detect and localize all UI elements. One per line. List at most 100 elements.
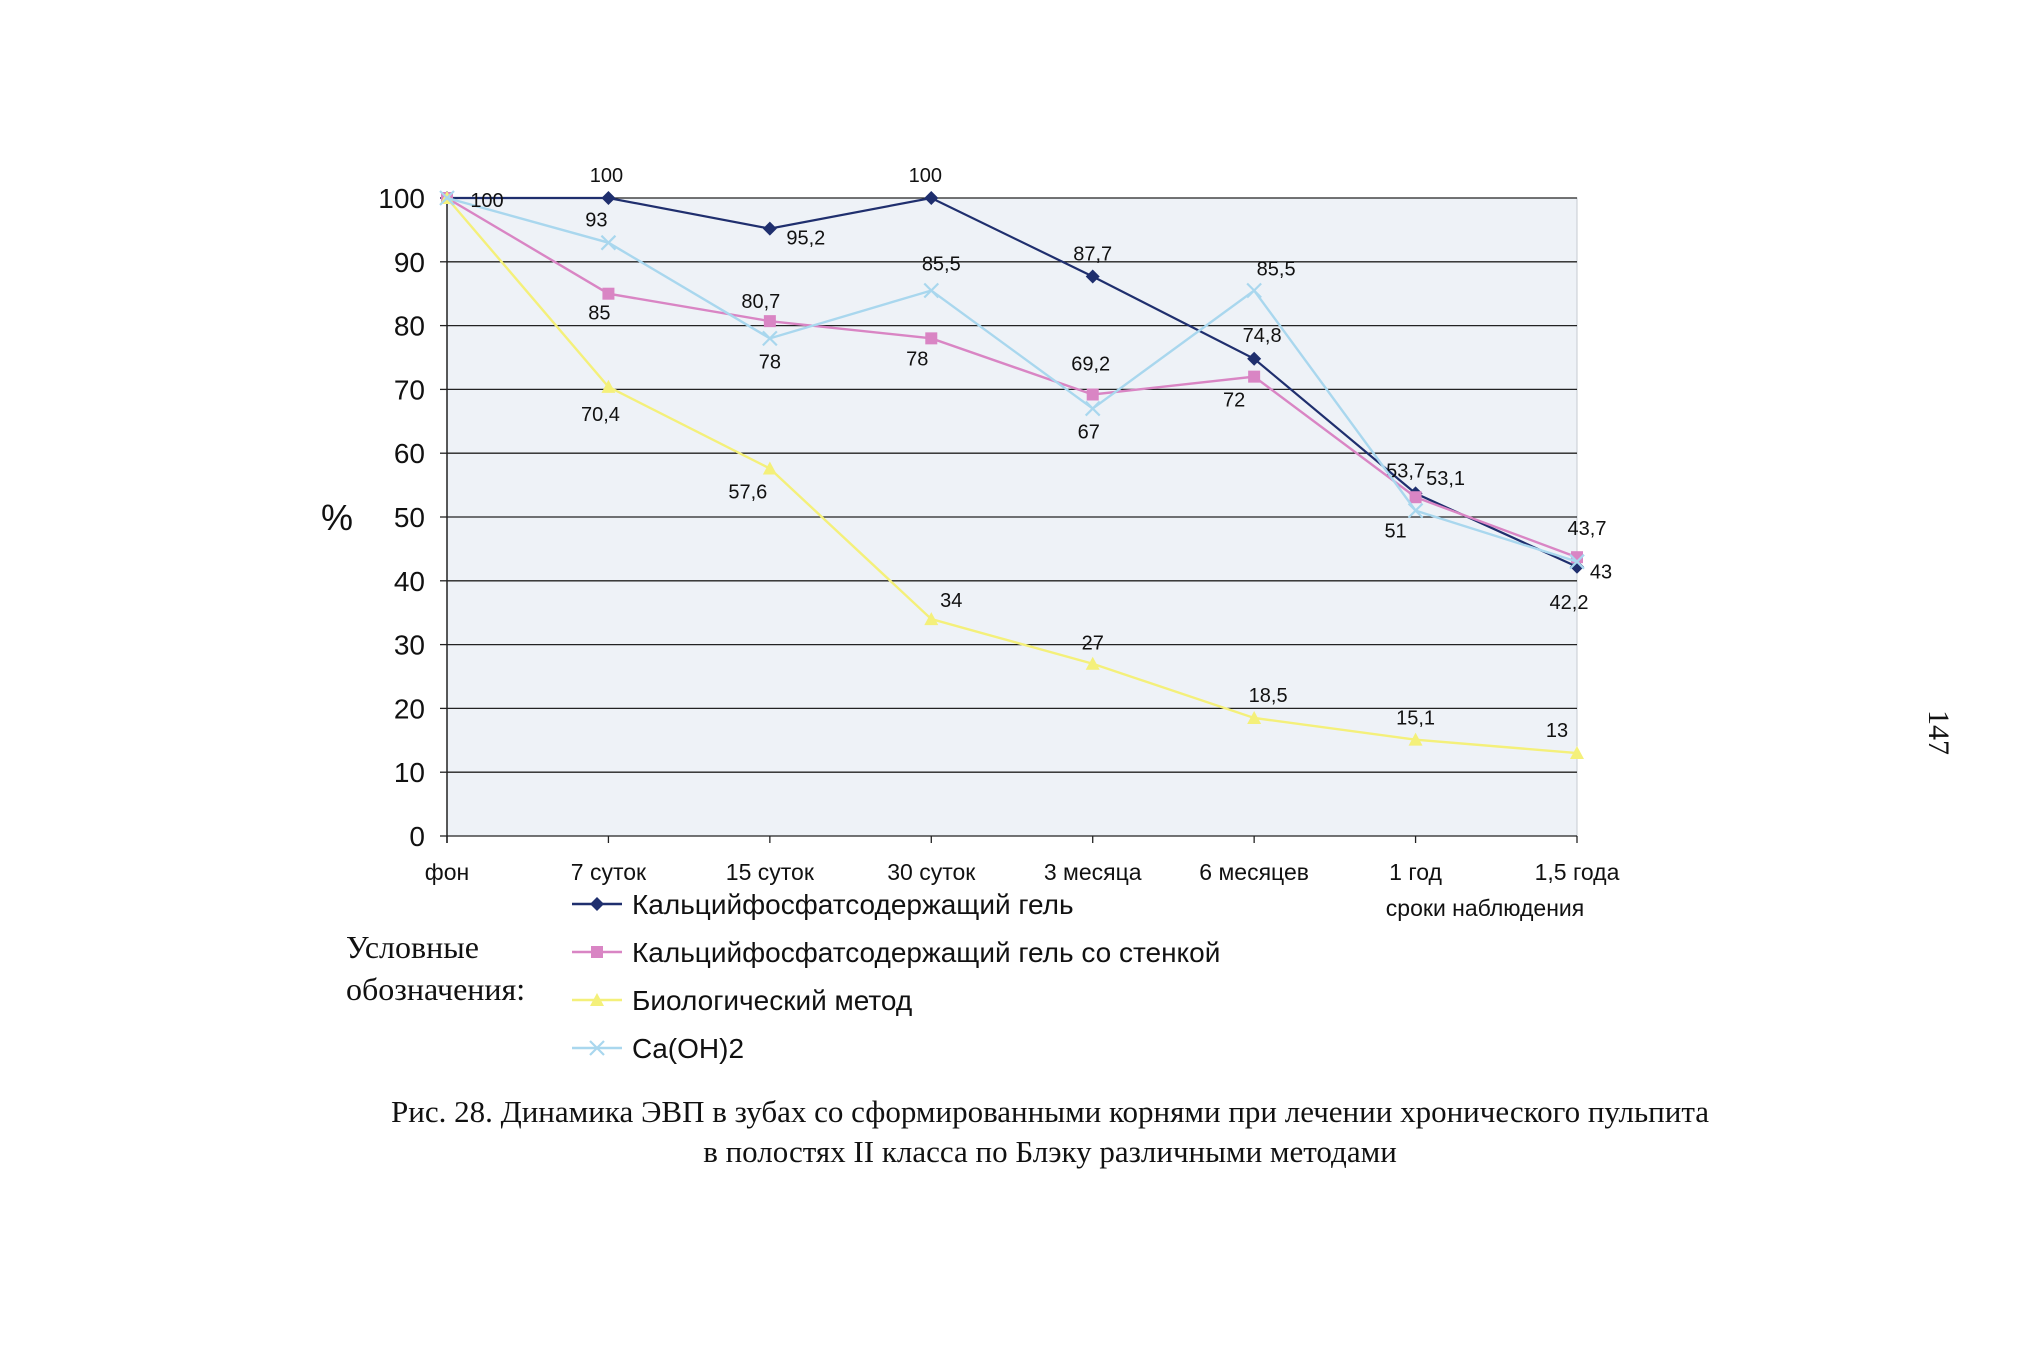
legend-marker (591, 946, 603, 958)
data-label: 42,2 (1550, 592, 1589, 614)
data-point (602, 287, 615, 300)
data-point (600, 234, 617, 251)
data-point (762, 330, 778, 347)
y-tick-label: 70 (394, 374, 425, 405)
data-label: 70,4 (581, 404, 620, 426)
data-label: 18,5 (1249, 685, 1288, 707)
x-tick-label: 7 суток (571, 859, 647, 885)
data-label: 85,5 (922, 254, 961, 276)
legend-label: Биологический метод (632, 985, 912, 1016)
data-point (1409, 491, 1422, 504)
data-point (1246, 282, 1262, 299)
x-tick-label: 6 месяцев (1199, 859, 1309, 885)
data-label: 69,2 (1071, 354, 1110, 376)
data-point (1247, 351, 1262, 366)
data-label: 100 (470, 190, 503, 212)
grid (440, 197, 1578, 843)
y-tick-label: 80 (394, 311, 425, 342)
data-label: 74,8 (1243, 325, 1282, 347)
data-point (1085, 656, 1100, 670)
data-label: 27 (1082, 633, 1104, 655)
data-label: 78 (759, 351, 781, 373)
legend-marker (590, 897, 604, 911)
x-tick-label: 1,5 года (1535, 859, 1620, 885)
series-line (447, 196, 1578, 568)
data-label: 100 (909, 165, 942, 187)
x-tick-label: фон (425, 859, 469, 885)
data-label: 53,7 (1386, 460, 1425, 482)
y-tick-label: 30 (394, 630, 425, 661)
legend-title-line-2: обозначения: (346, 971, 526, 1007)
data-point (1407, 502, 1424, 519)
data-label: 85,5 (1257, 259, 1296, 281)
series-line (446, 197, 1578, 755)
y-axis-label: % (321, 497, 353, 538)
x-tick-labels: фон 7 суток 15 суток 30 суток 3 месяца 6 меся… (425, 859, 1620, 885)
y-tick-label: 60 (394, 438, 425, 469)
legend-title: Условные обозначения: (346, 926, 525, 1010)
caption-line-1: Рис. 28. Динамика ЭВП в зубах со сформир… (390, 1094, 1710, 1129)
data-label: 15,1 (1396, 708, 1435, 730)
data-point (1085, 269, 1100, 284)
y-tick-label: 50 (394, 502, 425, 533)
x-axis-label: сроки наблюдения (1386, 895, 1584, 921)
y-tick-label: 100 (378, 183, 425, 214)
data-point (1247, 710, 1262, 724)
data-label: 57,6 (728, 482, 767, 504)
y-tick-label: 10 (394, 757, 425, 788)
legend-label: Кальцийфосфатсодержащий гель со стенкой (632, 937, 1220, 968)
series-caoh2: 100 93 78 85,5 67 85,5 51 43 (439, 190, 1612, 584)
data-label: 51 (1384, 521, 1406, 543)
data-label: 34 (940, 590, 962, 612)
data-point (1086, 388, 1099, 401)
y-tick-label: 20 (394, 693, 425, 724)
data-label: 93 (585, 210, 607, 232)
data-point (925, 332, 938, 345)
x-tick-label: 1 год (1389, 859, 1442, 885)
legend-title-line-1: Условные (346, 929, 479, 965)
data-label: 85 (588, 303, 610, 325)
data-point (923, 282, 940, 299)
data-point (1408, 732, 1423, 746)
legend-marker (589, 1040, 605, 1056)
data-point (1084, 400, 1101, 417)
data-point (1569, 553, 1585, 570)
data-label: 43,7 (1568, 518, 1607, 540)
data-label: 100 (590, 165, 623, 187)
data-point (1570, 746, 1584, 760)
data-label: 72 (1223, 390, 1245, 412)
series-line (446, 196, 1578, 563)
legend-label: Кальцийфосфатсодержащий гель (632, 889, 1074, 920)
data-label: 95,2 (786, 228, 825, 250)
data-point (762, 221, 777, 236)
data-label: 13 (1546, 720, 1568, 742)
series-gel-wall: 85 80,7 78 69,2 72 53,1 43,7 (441, 192, 1607, 564)
data-point (439, 190, 455, 206)
x-tick-label: 3 месяца (1044, 859, 1142, 885)
page-number: 147 (1922, 710, 1955, 755)
x-tick-label: 15 суток (726, 859, 815, 885)
legend-marker (590, 993, 604, 1006)
legend-label: Ca(OH)2 (632, 1033, 744, 1064)
legend: Кальцийфосфатсодержащий гель Кальцийфосфа… (572, 889, 1220, 1064)
y-tick-label: 40 (394, 566, 425, 597)
data-point (601, 191, 616, 205)
series-bio: 70,4 57,6 34 27 18,5 15,1 13 (440, 191, 1584, 760)
data-point (1570, 559, 1584, 574)
figure-caption: Рис. 28. Динамика ЭВП в зубах со сформир… (200, 1092, 1900, 1172)
data-point (924, 191, 939, 205)
series-group: 100 95,2 100 87,7 74,8 53,7 42,2 85 80,7 78 69,2 72… (439, 165, 1612, 760)
legend-item-caoh2: Ca(OH)2 (572, 1033, 744, 1064)
series-gel: 100 95,2 100 87,7 74,8 53,7 42,2 (440, 165, 1588, 614)
legend-item-gel: Кальцийфосфатсодержащий гель (572, 889, 1074, 920)
data-point (763, 315, 776, 328)
data-label: 53,1 (1426, 468, 1465, 490)
data-label: 67 (1078, 422, 1100, 444)
y-tick-label: 90 (394, 247, 425, 278)
caption-line-2: в полостях II класса по Блэку различными… (703, 1134, 1397, 1169)
y-tick-label: 0 (409, 821, 425, 852)
data-point (762, 461, 777, 475)
data-label: 87,7 (1073, 243, 1112, 265)
data-label: 78 (906, 348, 928, 370)
data-point (924, 612, 939, 626)
